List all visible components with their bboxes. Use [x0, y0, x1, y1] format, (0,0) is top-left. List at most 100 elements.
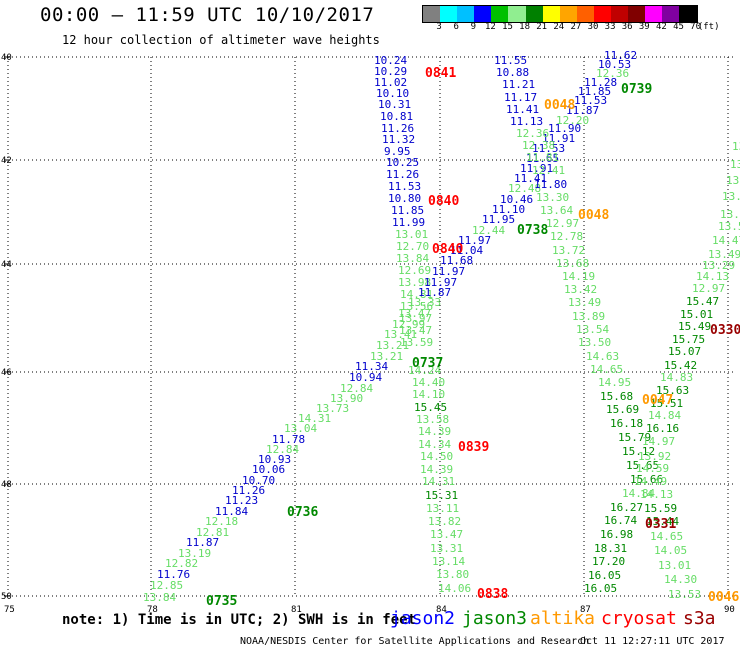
wave-height-value: 11.95: [482, 213, 515, 226]
wave-height-value: 11.68: [440, 254, 473, 267]
scale-label: 27: [570, 22, 582, 32]
wave-height-value: 12.36: [516, 127, 549, 140]
wave-height-value: 13.6: [730, 158, 740, 171]
wave-height-value: 14.49: [634, 475, 667, 488]
legend-altika-label: altika: [530, 608, 596, 629]
pass-time-label: 0736: [287, 505, 318, 520]
wave-height-value: 13.84: [143, 591, 176, 604]
scale-swatch: [491, 6, 509, 22]
wave-height-value: 11.97: [458, 234, 491, 247]
scale-label: 42: [655, 22, 667, 32]
wave-height-value: 15.79: [618, 431, 651, 444]
wave-height-value: 11.17: [504, 91, 537, 104]
wave-height-value: 12.78: [550, 230, 583, 243]
wave-height-value: 13.12: [720, 208, 740, 221]
wave-height-value: 11.97: [424, 276, 457, 289]
wave-height-value: 14.81: [400, 288, 433, 301]
wave-height-value: 15.66: [630, 473, 663, 486]
legend-s3a: s3a: [683, 608, 716, 629]
wave-height-value: 11.26: [232, 484, 265, 497]
wave-height-value: 11.02: [374, 76, 407, 89]
wave-height-value: 13.33: [408, 296, 441, 309]
wave-height-value: 13.92: [638, 450, 671, 463]
scale-label: 18: [519, 22, 531, 32]
wave-height-value: 10.06: [252, 463, 285, 476]
wave-height-value: 18.31: [594, 542, 627, 555]
scale-swatch: [474, 6, 492, 22]
wave-height-value: 13.21: [376, 339, 409, 352]
wave-height-value: 12.84: [266, 443, 299, 456]
wave-height-value: 14.83: [660, 371, 693, 384]
wave-height-value: 14.10: [412, 388, 445, 401]
scale-label: 21: [536, 22, 548, 32]
wave-height-value: 13.50: [578, 336, 611, 349]
lon-label: 78: [147, 605, 158, 615]
wave-height-value: 14.31: [298, 412, 331, 425]
wave-height-value: 12.97: [546, 217, 579, 230]
wave-height-value: 10.24: [374, 54, 407, 67]
pass-time-label: 0737: [412, 356, 443, 371]
wave-height-value: 14.06: [438, 582, 471, 595]
wave-height-value: 11.41: [514, 172, 547, 185]
lat-label: 40: [1, 53, 12, 63]
wave-height-value: 10.29: [374, 65, 407, 78]
wave-height-value: 15.59: [644, 502, 677, 515]
pass-time-label: 0841: [425, 66, 456, 81]
wave-height-value: 15.44: [646, 515, 679, 528]
lon-label: 87: [580, 605, 591, 615]
wave-height-value: 16.27: [610, 501, 643, 514]
wave-height-value: 10.80: [388, 192, 421, 205]
wave-height-value: 13.64: [540, 204, 573, 217]
wave-height-value: 11.87: [186, 536, 219, 549]
scale-label: 24: [553, 22, 565, 32]
wave-height-value: 13.5: [722, 190, 740, 203]
wave-height-value: 10.46: [500, 193, 533, 206]
wave-height-value: 12.97: [692, 282, 725, 295]
pass-time-label: 0046: [708, 590, 739, 605]
wave-height-value: 10.25: [386, 156, 419, 169]
wave-height-value: 13.19: [178, 547, 211, 560]
scale-label: 36: [621, 22, 633, 32]
lon-label: 75: [4, 605, 15, 615]
wave-height-value: 11.10: [492, 203, 525, 216]
scale-swatch: [576, 6, 594, 22]
pass-time-label: 0048: [544, 98, 575, 113]
wave-height-value: 14.65: [590, 363, 623, 376]
wave-height-value: 15.75: [672, 333, 705, 346]
scale-label: 70: [690, 22, 702, 32]
wave-height-value: 12.41: [532, 164, 565, 177]
pass-time-label: 0047: [642, 393, 673, 408]
wave-height-value: 12.36: [596, 67, 629, 80]
scale-label: 33: [604, 22, 616, 32]
wave-height-value: 12.20: [556, 114, 589, 127]
wave-height-value: 10.31: [378, 98, 411, 111]
wave-height-value: 14.19: [562, 270, 595, 283]
wave-height-value: 13.98: [398, 276, 431, 289]
wave-height-value: 13.82: [428, 515, 461, 528]
wave-height-value: 13.84: [396, 252, 429, 265]
wave-height-value: 16.98: [600, 528, 633, 541]
scale-label: 12: [484, 22, 496, 32]
wave-height-value: 13.54: [576, 323, 609, 336]
wave-height-value: 13.68: [556, 257, 589, 270]
wave-height-value: 17.20: [592, 555, 625, 568]
wave-height-value: 13.01: [658, 559, 691, 572]
wave-height-value: 13.04: [284, 422, 317, 435]
wave-height-value: 11.53: [574, 94, 607, 107]
pass-time-label: 0739: [621, 82, 652, 97]
wave-height-value: 14.50: [420, 450, 453, 463]
wave-height-value: 10.53: [598, 58, 631, 71]
wave-height-value: 14.13: [696, 270, 729, 283]
wave-height-value: 13.89: [572, 310, 605, 323]
pass-time-label: 0735: [206, 594, 237, 609]
wave-height-value: 13.41: [384, 328, 417, 341]
wave-height-value: 12.99: [392, 318, 425, 331]
scale-swatch: [679, 6, 697, 22]
wave-height-value: 14.05: [654, 544, 687, 557]
wave-height-value: 11.76: [157, 568, 190, 581]
wave-height-value: 15.49: [678, 320, 711, 333]
scale-label: 15: [502, 22, 513, 32]
wave-height-value: 12.81: [196, 526, 229, 539]
